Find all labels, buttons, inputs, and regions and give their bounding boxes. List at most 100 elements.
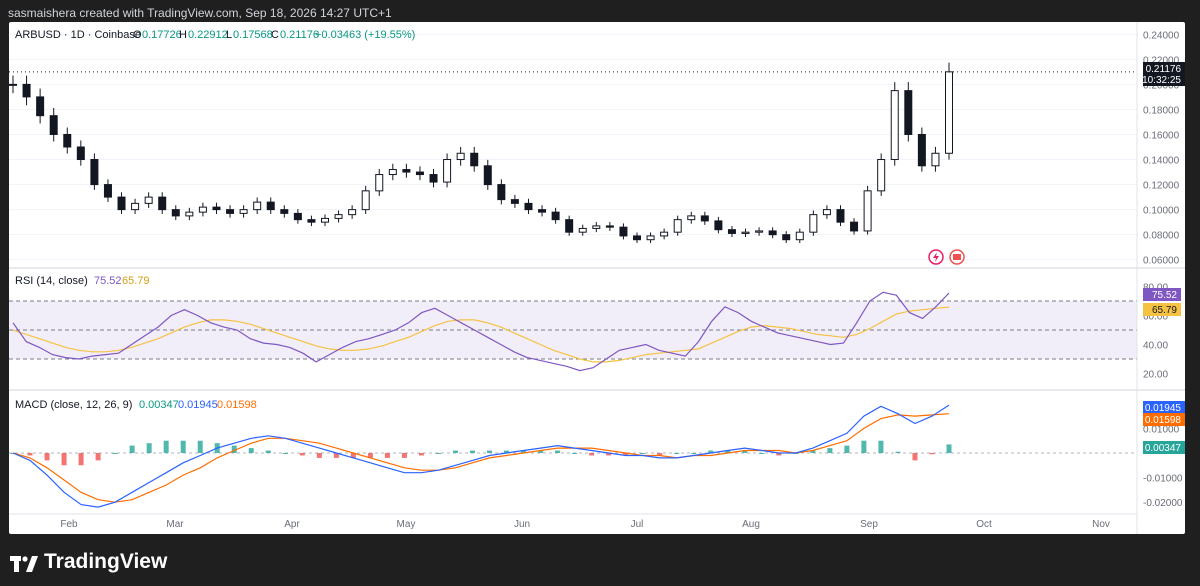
macd-histogram-bar: [27, 453, 33, 456]
chart-svg[interactable]: 0.240000.220000.200000.180000.160000.140…: [9, 22, 1185, 534]
candle-body: [388, 169, 397, 176]
candle-body: [714, 220, 723, 231]
macd-histogram-bar: [572, 453, 578, 454]
macd-histogram-bar: [469, 450, 475, 453]
candle-body: [117, 196, 126, 211]
candle-body: [63, 133, 72, 148]
candle-body: [226, 209, 235, 214]
price-tick-label: 0.18000: [1143, 105, 1180, 116]
macd-tick-label: -0.02000: [1143, 498, 1183, 509]
price-pane[interactable]: 0.240000.220000.200000.180000.160000.140…: [9, 30, 1180, 267]
candle-body: [877, 159, 886, 192]
event-icons[interactable]: [928, 249, 965, 265]
candle-body: [809, 214, 818, 233]
ohlc-close: 0.21176: [280, 29, 319, 41]
flag-icon: [953, 254, 961, 260]
candle-body: [945, 71, 953, 154]
ohlc-open-label: O: [133, 29, 142, 41]
candle-body: [321, 217, 329, 223]
candle-body: [822, 209, 831, 216]
macd-histogram-bar: [895, 451, 901, 453]
time-axis-label: Apr: [284, 519, 300, 530]
macd-histogram-bar: [418, 453, 424, 456]
chart-credit: sasmaishera created with TradingView.com…: [8, 6, 392, 20]
time-axis-label: Nov: [1092, 519, 1110, 530]
macd-histogram-bar: [299, 453, 305, 456]
macd-histogram-bar: [44, 453, 50, 461]
lightning-icon: [933, 252, 939, 262]
macd-label[interactable]: MACD (close, 12, 26, 9): [15, 399, 132, 411]
candle-body: [890, 90, 899, 161]
candle-body: [307, 219, 316, 223]
time-axis-label: Feb: [60, 519, 78, 530]
macd-tick-label: -0.01000: [1143, 474, 1183, 485]
candle-body: [578, 227, 587, 233]
macd-value-tag-text: 0.01945: [1145, 403, 1182, 414]
candle-body: [171, 209, 180, 217]
macd-pane[interactable]: 0.01000 -0.01000 -0.02000: [9, 404, 1183, 509]
time-axis-label: Oct: [976, 519, 992, 530]
price-tick-label: 0.22000: [1143, 55, 1180, 66]
price-tick-label: 0.10000: [1143, 206, 1180, 217]
rsi-line: [12, 291, 950, 372]
candle-body: [795, 231, 804, 241]
candle-body: [741, 231, 750, 234]
rsi-ma-tag-text: 65.79: [1152, 305, 1177, 316]
candle-body: [592, 225, 601, 229]
macd-histogram-bar: [401, 453, 407, 458]
candle-body: [90, 159, 99, 186]
candle-body: [76, 146, 85, 161]
chart-frame[interactable]: 0.240000.220000.200000.180000.160000.140…: [9, 22, 1185, 534]
candle-body: [538, 209, 547, 213]
candle-body: [619, 226, 628, 237]
macd-histogram-bar: [435, 453, 441, 454]
ohlc-low: 0.17568: [233, 29, 273, 41]
candle-body: [660, 231, 669, 237]
rsi-value-tag: [1143, 288, 1181, 301]
price-tick-label: 0.16000: [1143, 130, 1180, 141]
candle-body: [456, 152, 465, 161]
macd-histogram-bar: [759, 453, 765, 454]
macd-histogram-bar: [146, 443, 152, 453]
macd-histogram-bar: [112, 453, 118, 454]
macd-histogram-bar: [640, 453, 646, 454]
price-tick-label: 0.12000: [1143, 181, 1180, 192]
candle-body: [280, 209, 289, 214]
candle-body: [646, 235, 655, 241]
macd-histogram-bar: [333, 453, 339, 458]
tradingview-logo[interactable]: TradingView: [10, 550, 167, 574]
macd-histogram-bar: [231, 445, 237, 453]
macd-histogram-bar: [878, 440, 884, 453]
macd-histogram-bar: [674, 453, 680, 454]
macd-histogram-bar: [180, 440, 186, 453]
macd-histogram-bar: [861, 440, 867, 453]
candle-body: [361, 190, 370, 211]
candle-body: [917, 133, 926, 167]
macd-signal-tag: [1143, 413, 1185, 426]
candle-body: [687, 215, 696, 221]
candle-body: [524, 202, 533, 211]
candle-body: [185, 211, 194, 217]
rsi-label[interactable]: RSI (14, close): [15, 275, 88, 287]
time-axis-label: Jun: [514, 519, 530, 530]
macd-histogram-bar: [555, 450, 561, 453]
candle-body: [727, 229, 736, 234]
candle-body: [131, 202, 140, 211]
macd-histogram-bar: [384, 453, 390, 458]
candle-body: [605, 225, 614, 228]
macd-value-tag: [1143, 401, 1185, 414]
macd-histogram-bar: [929, 453, 935, 455]
ohlc-high: 0.22912: [188, 29, 228, 41]
macd-histogram-bar: [452, 450, 458, 453]
macd-histogram-bar: [623, 453, 629, 456]
ohlc-high-label: H: [179, 29, 187, 41]
symbol-title[interactable]: ARBUSD · 1D · Coinbase: [15, 29, 141, 41]
price-tick-label: 0.08000: [1143, 231, 1180, 242]
ohlc-close-label: C: [271, 29, 279, 41]
macd-histogram-bar: [95, 453, 101, 461]
rsi-tick-label: 40.00: [1143, 341, 1168, 352]
macd-histogram-bar: [248, 448, 254, 453]
time-axis-label: Sep: [860, 519, 878, 530]
macd-histogram-bar: [589, 453, 595, 456]
